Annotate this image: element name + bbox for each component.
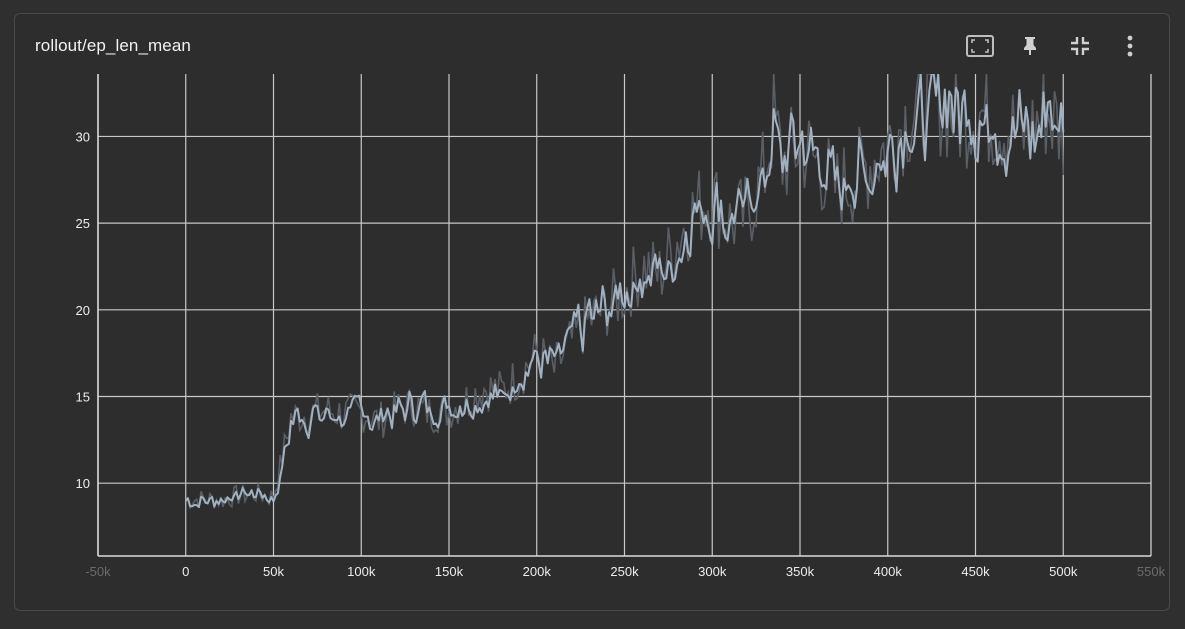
- x-tick-label: 550k: [1137, 564, 1166, 579]
- pin-icon: [1024, 37, 1036, 55]
- x-tick-label: 400k: [874, 564, 903, 579]
- y-tick-label: 20: [76, 303, 90, 318]
- more-button[interactable]: [1105, 32, 1155, 60]
- collapse-icon: [1071, 37, 1089, 55]
- y-tick-label: 25: [76, 216, 90, 231]
- y-gridlines: [98, 135, 1151, 484]
- x-tick-label: 350k: [786, 564, 815, 579]
- y-tick-label: 30: [76, 129, 90, 144]
- smoothed-series-layer: [185, 74, 1065, 508]
- y-tick-label: 15: [76, 389, 90, 404]
- x-tick-label: 500k: [1049, 564, 1078, 579]
- y-tick-label: 10: [76, 476, 90, 491]
- axes: [97, 74, 1152, 557]
- x-tick-label: 50k: [263, 564, 284, 579]
- smoothed-series-line: [185, 74, 1065, 508]
- chart-card: rollout/ep_len_mean: [14, 13, 1170, 611]
- raw-series-layer: [185, 74, 1065, 510]
- x-tick-labels: -50k 0 50k 100k 150k 200k 250k 300k 350k 400k 450k…: [85, 564, 1165, 579]
- fit-domain-button[interactable]: [955, 32, 1005, 60]
- raw-series-line: [185, 74, 1065, 510]
- x-tick-label: 150k: [435, 564, 464, 579]
- x-tick-label: 200k: [523, 564, 552, 579]
- x-tick-label: 0: [182, 564, 189, 579]
- chart-toolbar: [955, 32, 1155, 60]
- x-tick-label: 450k: [961, 564, 990, 579]
- chart-title: rollout/ep_len_mean: [35, 36, 191, 55]
- x-tick-label: 300k: [698, 564, 727, 579]
- collapse-button[interactable]: [1055, 32, 1105, 60]
- x-tick-label: 100k: [347, 564, 376, 579]
- x-tick-label: 250k: [610, 564, 639, 579]
- x-tick-label: -50k: [85, 564, 111, 579]
- line-chart[interactable]: -50k 0 50k 100k 150k 200k 250k 300k 350k 400k 450k…: [15, 14, 1171, 612]
- pin-button[interactable]: [1005, 32, 1055, 60]
- fit-to-screen-icon: [966, 35, 994, 57]
- y-tick-labels: 10 15 20 25 30: [76, 129, 90, 491]
- more-vertical-icon: [1127, 35, 1133, 57]
